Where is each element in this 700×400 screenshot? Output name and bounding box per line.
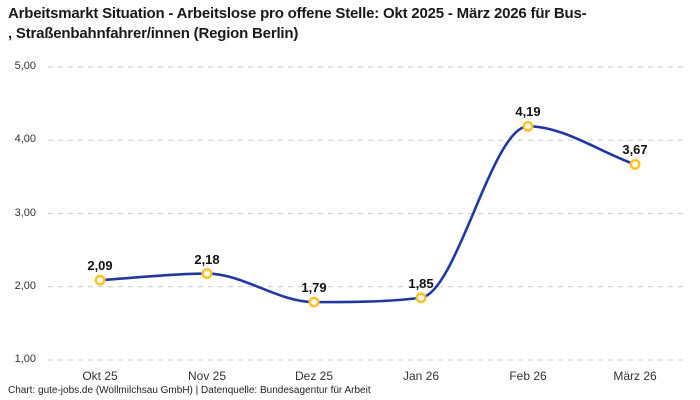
data-point-marker bbox=[94, 274, 106, 286]
data-point-marker bbox=[415, 292, 427, 304]
point-label: 2,09 bbox=[87, 258, 113, 274]
chart-title-line2: , Straßenbahnfahrer/innen (Region Berlin… bbox=[8, 25, 299, 42]
data-point-marker bbox=[629, 158, 641, 170]
y-axis-label: 4,00 bbox=[14, 133, 36, 146]
point-label: 1,79 bbox=[301, 280, 327, 296]
y-axis-label: 5,00 bbox=[14, 60, 36, 72]
x-axis-label: Nov 25 bbox=[187, 369, 227, 383]
x-axis-label: Feb 26 bbox=[509, 369, 547, 383]
y-axis-label: 1,00 bbox=[14, 353, 36, 365]
chart-title-line1: Arbeitsmarkt Situation - Arbeitslose pro… bbox=[8, 5, 587, 22]
y-axis-label: 3,00 bbox=[14, 206, 36, 219]
x-axis-label: Okt 25 bbox=[82, 369, 118, 383]
y-axis-label: 2,00 bbox=[14, 279, 36, 292]
data-point-marker bbox=[522, 120, 534, 132]
point-label: 4,19 bbox=[515, 104, 541, 120]
point-label: 2,18 bbox=[194, 251, 220, 267]
x-axis-label: März 26 bbox=[613, 369, 657, 383]
chart-attribution: Chart: gute-jobs.de (Wollmilchsau GmbH) … bbox=[8, 385, 371, 396]
data-point-marker bbox=[308, 296, 320, 308]
data-line bbox=[98, 125, 637, 304]
chart-title: Arbeitsmarkt Situation - Arbeitslose pro… bbox=[8, 4, 692, 44]
x-axis-label: Jan 26 bbox=[402, 369, 440, 383]
point-label: 1,85 bbox=[408, 275, 434, 291]
x-axis-label: Dez 25 bbox=[294, 369, 334, 383]
point-label: 3,67 bbox=[622, 142, 648, 158]
data-point-marker bbox=[201, 268, 213, 280]
